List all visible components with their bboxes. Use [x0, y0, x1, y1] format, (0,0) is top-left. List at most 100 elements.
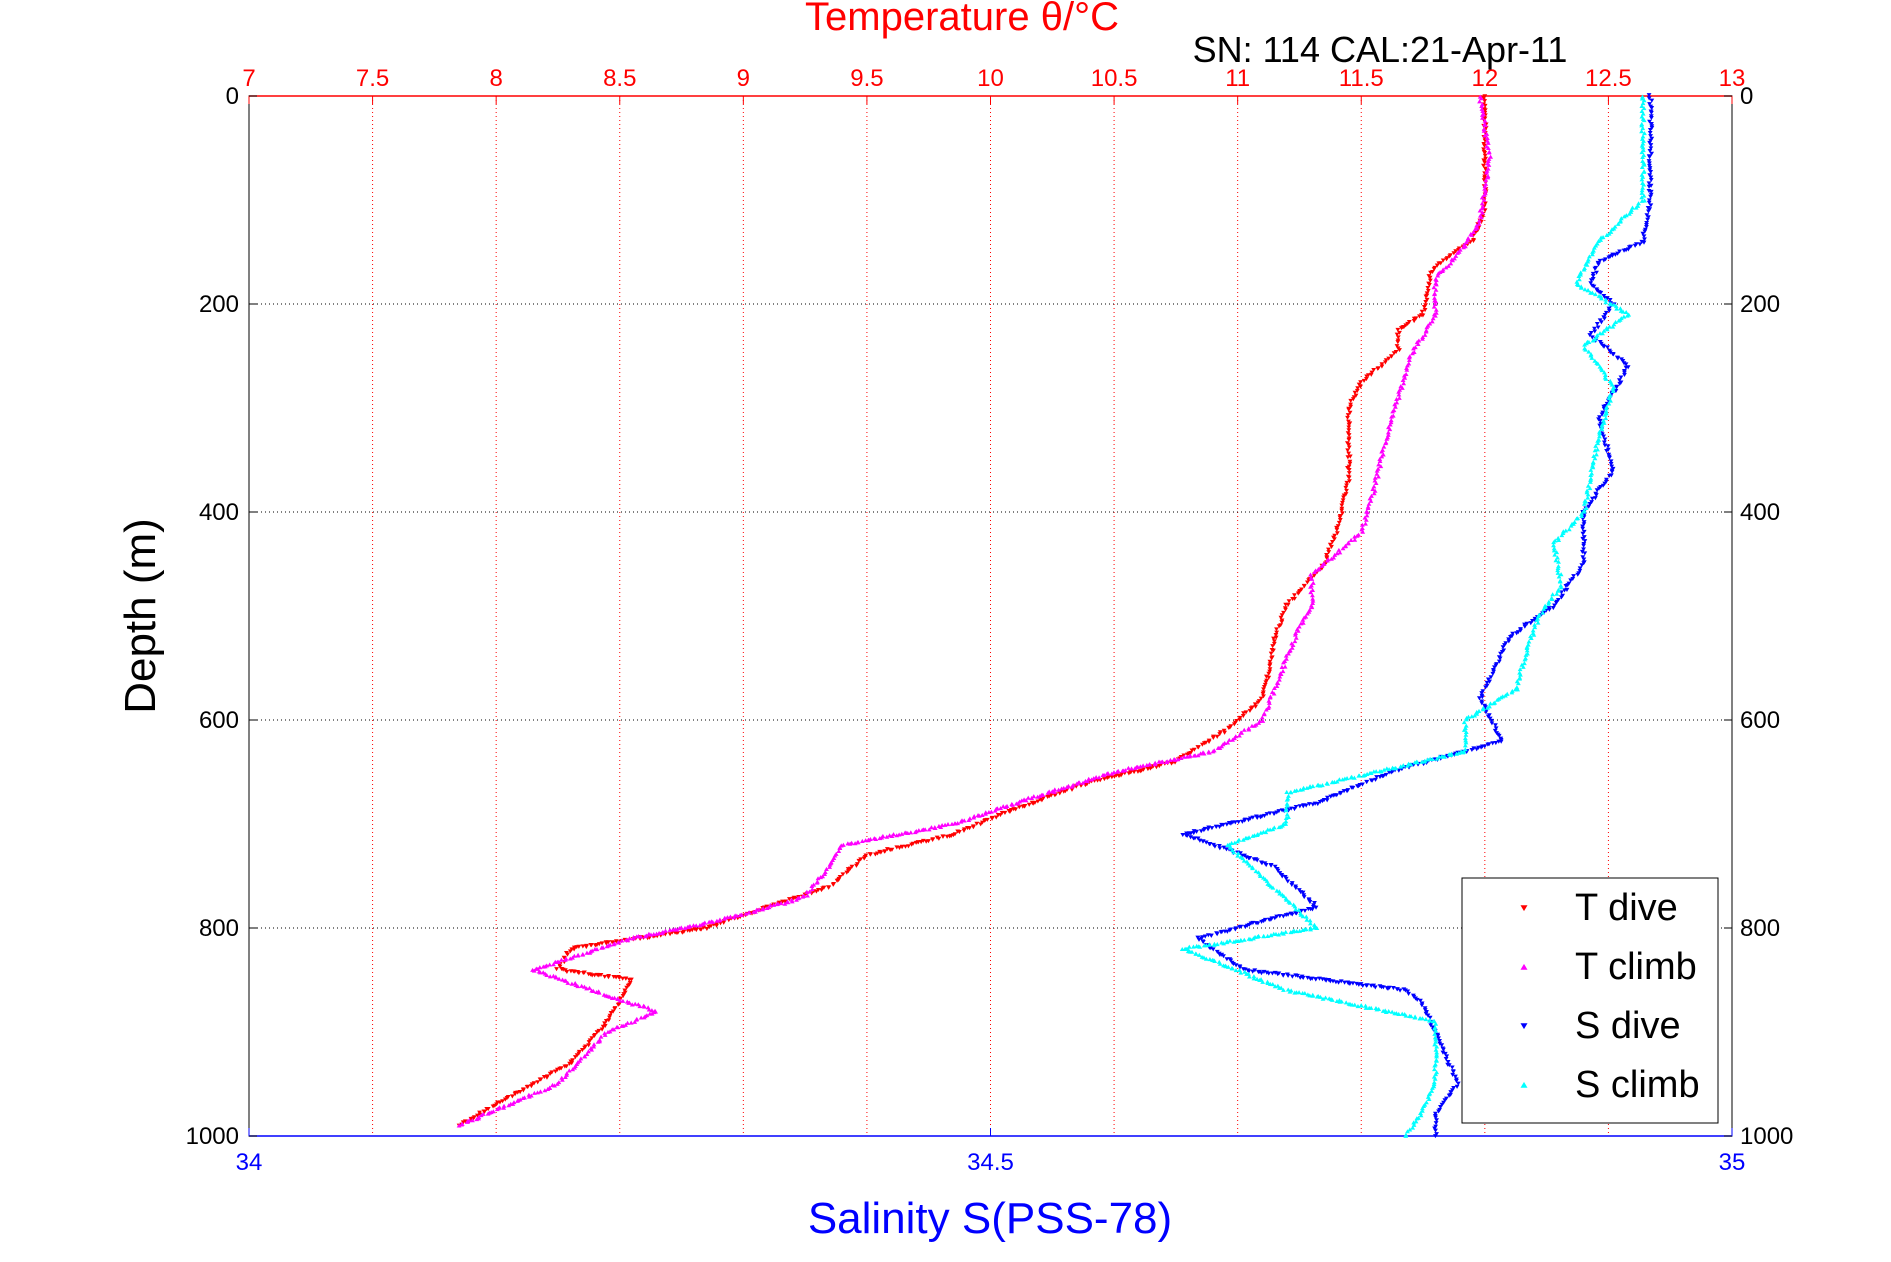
- data-point: [1599, 427, 1605, 432]
- data-point: [1312, 900, 1317, 906]
- data-point: [1479, 103, 1485, 108]
- data-point: [1318, 994, 1323, 999]
- data-point: [1615, 251, 1620, 256]
- data-point: [1483, 188, 1488, 193]
- data-point: [794, 897, 799, 902]
- data-point: [1453, 1074, 1458, 1079]
- data-point: [1352, 1002, 1358, 1007]
- data-point: [1403, 988, 1408, 993]
- data-point: [612, 995, 617, 1000]
- data-point: [1587, 502, 1593, 507]
- data-point: [1431, 285, 1437, 290]
- data-point: [1200, 750, 1206, 755]
- data-point: [1184, 833, 1190, 838]
- data-point: [1000, 804, 1006, 809]
- data-point: [1647, 149, 1653, 154]
- legend-label: S dive: [1575, 1005, 1681, 1047]
- x-axis-title-bottom: Salinity S(PSS-78): [808, 1194, 1172, 1243]
- data-point: [1469, 232, 1475, 237]
- data-point: [604, 944, 610, 949]
- data-point: [1364, 374, 1369, 379]
- data-point: [1231, 722, 1237, 727]
- data-point: [1212, 958, 1218, 964]
- data-point: [1486, 150, 1492, 155]
- data-point: [1341, 493, 1347, 498]
- data-point: [1276, 825, 1282, 830]
- data-point: [1346, 433, 1352, 438]
- data-point: [1198, 829, 1204, 834]
- data-point: [1126, 765, 1131, 770]
- data-point: [1219, 940, 1224, 945]
- data-point: [1275, 681, 1281, 686]
- data-point: [1649, 110, 1654, 115]
- data-point: [1199, 936, 1204, 941]
- data-point: [1568, 578, 1574, 583]
- data-point: [1649, 106, 1655, 111]
- data-point: [1348, 398, 1354, 403]
- data-point: [591, 1042, 597, 1047]
- data-point: [1482, 201, 1488, 206]
- data-point: [1401, 381, 1407, 386]
- data-point: [1206, 749, 1212, 754]
- data-point: [1489, 721, 1495, 726]
- data-point: [819, 888, 824, 893]
- data-point: [1283, 913, 1289, 918]
- data-point: [1590, 338, 1596, 343]
- data-point: [623, 937, 629, 942]
- data-point: [1271, 639, 1277, 644]
- data-point: [1347, 981, 1353, 986]
- data-point: [592, 943, 598, 948]
- data-point: [1607, 298, 1613, 303]
- data-point: [1276, 971, 1282, 976]
- data-point: [1579, 549, 1585, 554]
- data-point: [1348, 537, 1354, 543]
- data-point: [1324, 780, 1330, 786]
- top-tick-label: 11.5: [1339, 65, 1384, 92]
- data-point: [586, 1040, 592, 1045]
- data-point: [531, 1090, 537, 1095]
- data-point: [1434, 1118, 1439, 1123]
- data-point: [856, 858, 862, 863]
- data-point: [903, 844, 908, 849]
- data-point: [1395, 327, 1401, 332]
- data-point: [1250, 833, 1256, 838]
- data-point: [1277, 674, 1283, 679]
- data-point: [1339, 508, 1345, 513]
- data-point: [1479, 695, 1485, 700]
- data-point: [475, 1113, 480, 1118]
- data-point: [1599, 412, 1605, 417]
- data-point: [637, 1004, 643, 1009]
- data-point: [1423, 294, 1429, 299]
- top-tick-label: 9.5: [850, 65, 883, 92]
- data-point: [1340, 511, 1345, 516]
- top-tick-label: 12.5: [1585, 65, 1632, 92]
- data-point: [1522, 622, 1527, 627]
- data-point: [1586, 504, 1592, 509]
- data-point: [1388, 420, 1394, 425]
- data-point: [625, 1020, 630, 1025]
- data-point: [1479, 701, 1485, 706]
- data-point: [1379, 364, 1385, 369]
- data-point: [1575, 282, 1581, 287]
- data-point: [884, 847, 890, 852]
- data-point: [1627, 245, 1632, 250]
- data-point: [563, 1074, 568, 1080]
- data-point: [894, 845, 900, 850]
- data-point: [1647, 163, 1652, 168]
- data-point: [1358, 384, 1363, 389]
- data-point: [1446, 752, 1452, 757]
- data-point: [1579, 563, 1585, 568]
- data-point: [608, 1011, 614, 1016]
- data-point: [1201, 828, 1207, 833]
- data-point: [805, 893, 810, 898]
- data-point: [1575, 572, 1581, 577]
- data-point: [1599, 320, 1604, 325]
- data-point: [470, 1118, 475, 1123]
- data-point: [1274, 627, 1279, 632]
- data-point: [1304, 917, 1310, 922]
- data-point: [512, 1092, 518, 1097]
- data-point: [1446, 263, 1451, 268]
- data-point: [1301, 895, 1307, 900]
- data-point: [1590, 249, 1595, 254]
